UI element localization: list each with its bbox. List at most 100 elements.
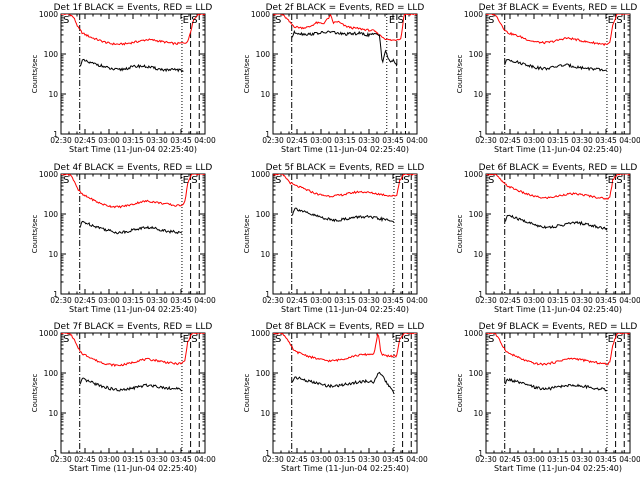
- plot-frame: [60, 13, 206, 135]
- y-tick-label: 1000: [251, 10, 270, 19]
- chart-panel-5: Det 5f BLACK = Events, RED = LLD 1 10 100 10…: [243, 163, 428, 314]
- lld-series-line: [61, 174, 205, 209]
- marker-label: E: [183, 175, 189, 186]
- x-tick-label: 03:45: [382, 296, 404, 305]
- x-axis-label: Start Time (11-Jun-04 02:25:40): [494, 464, 622, 473]
- y-tick-label: 1: [478, 130, 483, 139]
- events-series-line: [79, 220, 183, 235]
- x-tick-label: 03:30: [146, 455, 168, 464]
- chart-title: Det 5f BLACK = Events, RED = LLD: [266, 163, 425, 173]
- y-tick-label: 100: [256, 210, 271, 219]
- lld-series-line: [273, 333, 417, 363]
- x-tick-label: 03:30: [358, 136, 380, 145]
- y-axis-label: Counts/sec: [31, 215, 39, 254]
- x-tick-label: 03:15: [334, 455, 356, 464]
- x-tick-label: 02:30: [262, 296, 284, 305]
- y-tick-label: 1: [53, 130, 58, 139]
- x-tick-label: 03:15: [122, 136, 144, 145]
- x-tick-label: 04:00: [194, 455, 216, 464]
- marker-label: S: [403, 175, 409, 186]
- y-tick-label: 1: [53, 290, 58, 299]
- x-tick-label: 04:00: [406, 296, 428, 305]
- y-axis-label: Counts/sec: [243, 55, 251, 94]
- x-tick-label: 03:30: [358, 455, 380, 464]
- series-group: [486, 174, 630, 294]
- marker-label: S: [275, 334, 281, 345]
- x-tick-label: 03:45: [170, 136, 192, 145]
- x-tick-label: 03:00: [98, 296, 120, 305]
- chart-title: Det 9f BLACK = Events, RED = LLD: [479, 322, 638, 332]
- x-tick-label: 02:45: [74, 296, 96, 305]
- x-tick-label: 03:45: [595, 455, 617, 464]
- y-axis-label: Counts/sec: [243, 215, 251, 254]
- marker-label: S: [191, 334, 197, 345]
- series-group: [486, 14, 630, 134]
- y-axis-label: Counts/sec: [456, 374, 464, 413]
- x-tick-label: 03:00: [98, 455, 120, 464]
- x-tick-label: 02:45: [286, 455, 308, 464]
- x-tick-label: 02:45: [74, 136, 96, 145]
- marker-label: S: [616, 175, 622, 186]
- y-tick-label: 1: [53, 449, 58, 458]
- chart-panel-6: Det 6f BLACK = Events, RED = LLD 1 10 100 10…: [456, 163, 640, 314]
- x-tick-label: 03:00: [310, 296, 332, 305]
- x-axis-label: Start Time (11-Jun-04 02:25:40): [494, 145, 622, 154]
- y-tick-label: 100: [469, 210, 484, 219]
- events-series-line: [291, 29, 398, 67]
- marker-label: E: [608, 15, 614, 26]
- series-group: [61, 174, 205, 294]
- x-tick-label: 03:30: [571, 455, 593, 464]
- plot-frame: [272, 173, 418, 295]
- y-tick-label: 1000: [464, 170, 483, 179]
- marker-label: S: [275, 175, 281, 186]
- x-tick-label: 03:00: [98, 136, 120, 145]
- y-tick-label: 10: [260, 250, 270, 259]
- lld-series-line: [61, 14, 205, 46]
- lld-series-line: [486, 174, 630, 201]
- x-tick-label: 03:30: [146, 136, 168, 145]
- series-group: [273, 14, 417, 134]
- x-tick-label: 03:45: [595, 136, 617, 145]
- series-group: [273, 174, 417, 294]
- marker-label: S: [63, 334, 69, 345]
- marker-label: S: [191, 175, 197, 186]
- marker-label: S: [63, 15, 69, 26]
- y-tick-label: 1000: [39, 170, 58, 179]
- x-tick-label: 03:15: [334, 296, 356, 305]
- x-tick-label: 04:00: [194, 296, 216, 305]
- x-tick-label: 04:00: [406, 136, 428, 145]
- y-tick-label: 1000: [251, 329, 270, 338]
- y-tick-label: 1000: [39, 329, 58, 338]
- x-axis-label: Start Time (11-Jun-04 02:25:40): [69, 145, 197, 154]
- chart-panel-7: Det 7f BLACK = Events, RED = LLD 1 10 100 10…: [31, 322, 216, 473]
- y-tick-label: 100: [469, 50, 484, 59]
- series-group: [273, 333, 417, 453]
- events-series-line: [504, 58, 607, 72]
- marker-label: S: [63, 175, 69, 186]
- series-group: [61, 333, 205, 453]
- chart-title: Det 7f BLACK = Events, RED = LLD: [54, 322, 213, 332]
- marker-label: S: [488, 334, 494, 345]
- y-axis-label: Counts/sec: [456, 55, 464, 94]
- series-group: [486, 333, 630, 453]
- marker-label: S: [616, 334, 622, 345]
- lld-series-line: [486, 333, 630, 366]
- marker-label: E: [183, 334, 189, 345]
- marker-label: S: [488, 15, 494, 26]
- y-tick-label: 100: [256, 50, 271, 59]
- chart-panel-3: Det 3f BLACK = Events, RED = LLD 1 10 100 10…: [456, 3, 640, 154]
- x-tick-label: 03:30: [146, 296, 168, 305]
- chart-panel-8: Det 8f BLACK = Events, RED = LLD 1 10 100 10…: [243, 322, 428, 473]
- lld-series-line: [486, 14, 630, 47]
- marker-label: E: [389, 15, 395, 26]
- plot-frame: [485, 173, 631, 295]
- x-axis-label: Start Time (11-Jun-04 02:25:40): [281, 145, 409, 154]
- x-tick-label: 03:30: [358, 296, 380, 305]
- y-tick-label: 10: [260, 90, 270, 99]
- y-tick-label: 1: [478, 290, 483, 299]
- marker-label: E: [183, 15, 189, 26]
- x-tick-label: 04:00: [619, 136, 640, 145]
- marker-label: S: [191, 15, 197, 26]
- y-tick-label: 100: [44, 210, 59, 219]
